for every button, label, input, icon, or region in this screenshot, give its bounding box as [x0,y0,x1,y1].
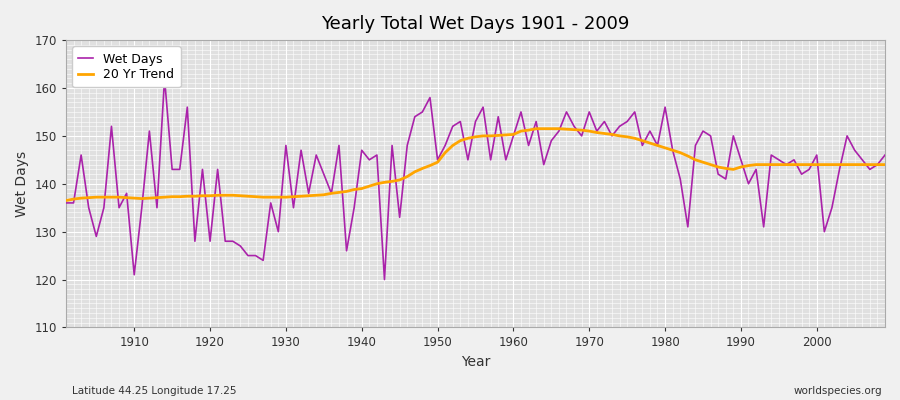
Wet Days [159,76,170,81]
Legend: Wet Days, 20 Yr Trend: Wet Days, 20 Yr Trend [72,46,181,87]
Line: 20 Yr Trend: 20 Yr Trend [66,129,885,200]
20 Yr Trend [607,132,617,137]
Wet Days [60,200,71,205]
Line: Wet Days: Wet Days [66,78,885,280]
20 Yr Trend [122,195,132,200]
Wet Days [341,248,352,253]
Title: Yearly Total Wet Days 1901 - 2009: Yearly Total Wet Days 1901 - 2009 [321,15,630,33]
20 Yr Trend [531,126,542,131]
20 Yr Trend [334,190,345,195]
Text: worldspecies.org: worldspecies.org [794,386,882,396]
20 Yr Trend [879,162,890,167]
Wet Days [296,148,307,153]
Text: Latitude 44.25 Longitude 17.25: Latitude 44.25 Longitude 17.25 [72,386,237,396]
Wet Days [516,110,526,114]
X-axis label: Year: Year [461,355,491,369]
Y-axis label: Wet Days: Wet Days [15,151,29,217]
Wet Days [614,124,625,129]
20 Yr Trend [60,198,71,203]
Wet Days [523,143,534,148]
Wet Days [879,153,890,158]
Wet Days [379,277,390,282]
20 Yr Trend [288,194,299,199]
20 Yr Trend [508,132,518,137]
20 Yr Trend [500,132,511,137]
Wet Days [122,191,132,196]
